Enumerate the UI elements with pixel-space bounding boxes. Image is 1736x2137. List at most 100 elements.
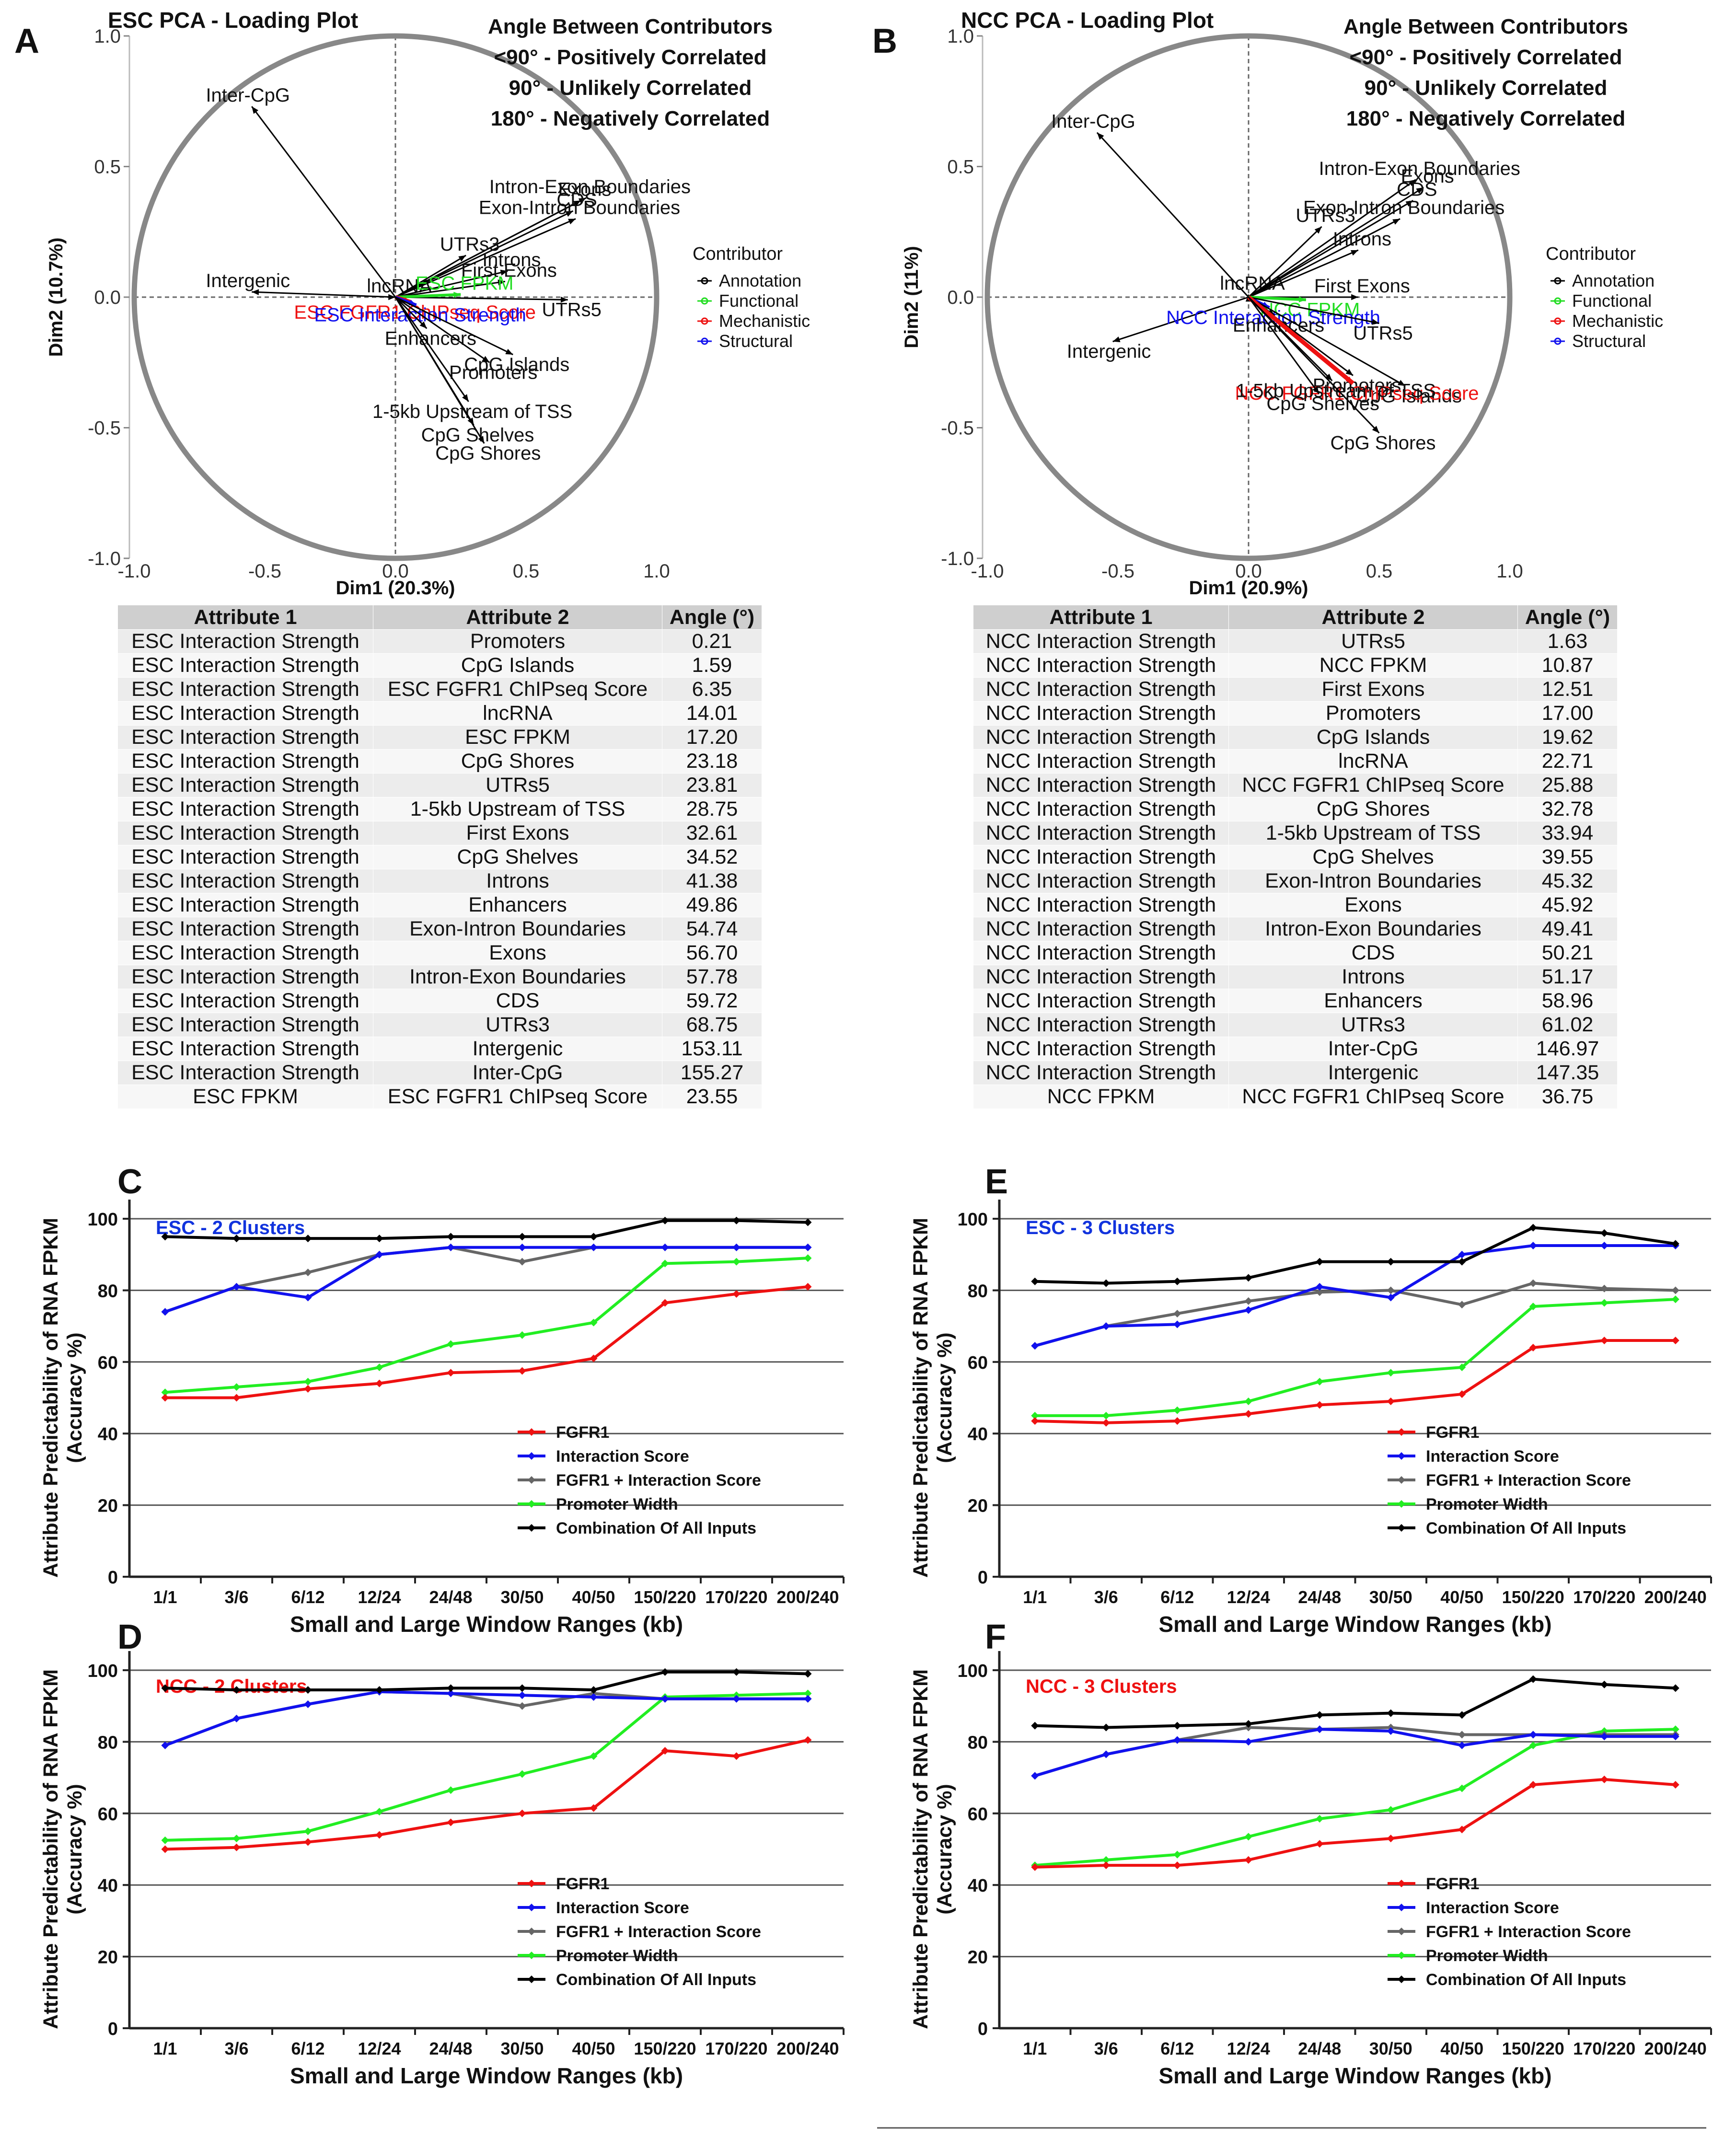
- data-point: [1173, 1861, 1181, 1870]
- y-tick-label: -1.0: [941, 548, 974, 569]
- table-cell: ESC Interaction Strength: [117, 701, 373, 726]
- data-point: [1244, 1720, 1252, 1728]
- data-point: [1031, 1277, 1039, 1285]
- legend-marker: [528, 1500, 535, 1508]
- table-cell: 49.86: [662, 893, 762, 917]
- x-axis-label: Small and Large Window Ranges (kb): [1158, 1612, 1551, 1637]
- y-tick-label: 0: [108, 2019, 118, 2039]
- data-point: [1244, 1856, 1252, 1864]
- y-tick-label: 0.5: [94, 157, 121, 178]
- y-tick-label: 80: [98, 1281, 118, 1301]
- y-tick-label: 80: [968, 1733, 988, 1753]
- vector-arrowhead: [573, 200, 581, 207]
- x-tick-label: 6/12: [291, 1587, 324, 1607]
- panel-letter-d: D: [117, 1618, 142, 1656]
- vector-arrowhead: [565, 211, 573, 217]
- series-line: [165, 1692, 808, 1842]
- data-point: [304, 1700, 312, 1708]
- legend-marker: [528, 1928, 535, 1935]
- legend-label: Combination Of All Inputs: [556, 1971, 756, 1989]
- vector-arrowhead: [1408, 179, 1416, 186]
- table-row: ESC Interaction Strength First Exons 32.61: [117, 821, 762, 845]
- vector-arrowhead: [505, 348, 513, 355]
- legend-label: Structural: [719, 331, 793, 351]
- table-cell: NCC Interaction Strength: [973, 797, 1229, 821]
- data-point: [161, 1845, 169, 1853]
- data-point: [661, 1695, 669, 1703]
- table-row: NCC Interaction Strength Promoters 17.00: [973, 701, 1618, 726]
- table-cell: Promoters: [1228, 701, 1518, 726]
- vector-label: Inter-CpG: [206, 85, 290, 106]
- table-cell: Introns: [1228, 965, 1518, 989]
- data-point: [732, 1668, 741, 1676]
- loading-vector: [394, 296, 428, 329]
- table-cell: CpG Shores: [373, 749, 662, 774]
- vector-label: UTRs5: [1353, 323, 1412, 344]
- series-line: [165, 1285, 808, 1399]
- loading-vector: [1248, 186, 1424, 298]
- table-cell: CpG Shelves: [373, 845, 662, 869]
- x-tick-label: 30/50: [500, 1587, 544, 1607]
- table-row: ESC Interaction Strength Exons 56.70: [117, 941, 762, 965]
- data-point: [1458, 1741, 1466, 1749]
- x-tick-label: 0.5: [1366, 561, 1393, 582]
- table-cell: 50.21: [1517, 941, 1618, 965]
- table-cell: ESC Interaction Strength: [117, 965, 373, 989]
- data-point: [1173, 1721, 1181, 1730]
- data-point: [1671, 1286, 1679, 1294]
- legend-marker: [1398, 1500, 1405, 1508]
- x-tick-label: 150/220: [634, 2039, 696, 2058]
- y-tick-label: 40: [968, 1424, 988, 1444]
- data-point: [1316, 1840, 1324, 1848]
- vector-label: CpG Islands: [1356, 385, 1462, 406]
- legend-marker: [528, 1428, 535, 1436]
- table-cell: 6.35: [662, 677, 762, 702]
- table-row: NCC Interaction Strength Intergenic 147.35: [973, 1061, 1618, 1085]
- table-cell: 51.17: [1517, 965, 1618, 989]
- vector-label: CDS: [1397, 179, 1437, 200]
- data-point: [1244, 1306, 1252, 1314]
- y-tick-label: 40: [98, 1876, 118, 1896]
- data-point: [447, 1233, 455, 1241]
- vector-arrowhead: [1350, 250, 1358, 256]
- loading-vector: [1096, 132, 1250, 298]
- loading-vector: [395, 280, 506, 298]
- table-cell: NCC Interaction Strength: [973, 989, 1229, 1013]
- table-cell: 49.41: [1517, 917, 1618, 941]
- vector-arrowhead: [419, 321, 427, 329]
- y-tick-label: 1.0: [94, 26, 121, 47]
- data-point: [804, 1243, 812, 1251]
- data-point: [1316, 1258, 1324, 1266]
- vector-label: UTRs3: [440, 234, 499, 255]
- loading-vector: [395, 296, 513, 356]
- y-tick-label: 80: [98, 1733, 118, 1753]
- data-point: [590, 1752, 598, 1760]
- table-cell: ESC FGFR1 ChIPseq Score: [373, 1085, 662, 1109]
- table-cell: ESC Interaction Strength: [117, 677, 373, 702]
- y-tick-label: 1.0: [947, 26, 974, 47]
- vector-label: Promoters: [449, 362, 538, 383]
- y-axis-label: Attribute Predictability of RNA FPKM: [39, 1218, 62, 1578]
- loading-vector: [395, 200, 581, 298]
- table-cell: NCC FGFR1 ChIPseq Score: [1228, 773, 1518, 797]
- data-point: [1671, 1336, 1679, 1344]
- series-line: [1034, 1728, 1676, 1778]
- y-tick-label: 20: [968, 1496, 988, 1516]
- table-row: ESC Interaction Strength CpG Shores 23.18: [117, 749, 762, 774]
- table-cell: Introns: [373, 869, 662, 893]
- legend-marker: [701, 297, 708, 305]
- data-point: [518, 1702, 526, 1710]
- data-point: [232, 1835, 241, 1843]
- table-cell: NCC FPKM: [1228, 653, 1518, 678]
- table-header: Angle (°): [662, 605, 762, 630]
- data-point: [1244, 1738, 1252, 1746]
- data-point: [518, 1243, 526, 1251]
- table-cell: CpG Shelves: [1228, 845, 1518, 869]
- legend-label: FGFR1 + Interaction Score: [556, 1923, 761, 1941]
- x-tick-label: 3/6: [1094, 2039, 1118, 2058]
- vector-arrowhead: [1416, 187, 1424, 194]
- vector-arrowhead: [1312, 386, 1319, 394]
- table-header: Angle (°): [1517, 605, 1618, 630]
- angle-note: 90° - Unlikely Correlated: [509, 76, 752, 100]
